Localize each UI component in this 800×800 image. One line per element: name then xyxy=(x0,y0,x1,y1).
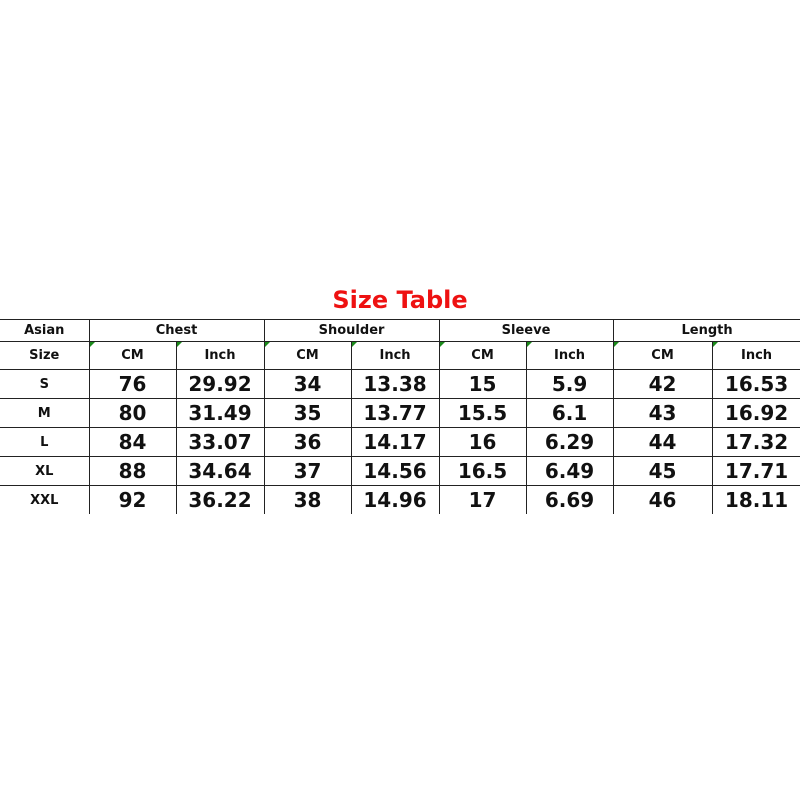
value-cell: 46 xyxy=(612,485,713,514)
value-cell: 37 xyxy=(263,456,352,486)
unit-label: Inch xyxy=(741,348,773,363)
table-row: L 84 33.07 36 14.17 16 6.29 44 17.32 xyxy=(0,427,800,457)
value-cell: 16.53 xyxy=(711,369,800,399)
value-cell: 15 xyxy=(438,369,527,399)
value-cell: 84 xyxy=(88,427,177,457)
value-cell: 5.9 xyxy=(525,369,614,399)
value-cell: 14.56 xyxy=(350,456,440,486)
value-cell: 34.64 xyxy=(175,456,265,486)
value-cell: 16.92 xyxy=(711,398,800,428)
value-cell: 31.49 xyxy=(175,398,265,428)
value-cell: 17.32 xyxy=(711,427,800,457)
header-row-groups: Asian Chest Shoulder Sleeve Length xyxy=(0,319,800,342)
header-unit-sleeve-inch: Inch xyxy=(525,341,614,370)
value-cell: 76 xyxy=(88,369,177,399)
cell-marker-icon xyxy=(613,342,619,347)
cell-marker-icon xyxy=(351,342,357,347)
value-cell: 6.49 xyxy=(525,456,614,486)
table-row: M 80 31.49 35 13.77 15.5 6.1 43 16.92 xyxy=(0,398,800,428)
value-cell: 18.11 xyxy=(711,485,800,514)
header-unit-chest-inch: Inch xyxy=(175,341,265,370)
cell-marker-icon xyxy=(264,342,270,347)
value-cell: 38 xyxy=(263,485,352,514)
value-cell: 34 xyxy=(263,369,352,399)
header-row-units: Size CM Inch CM Inch CM Inch CM Inch xyxy=(0,341,800,370)
value-cell: 13.77 xyxy=(350,398,440,428)
size-cell: XL xyxy=(0,456,90,486)
value-cell: 6.29 xyxy=(525,427,614,457)
header-unit-sleeve-cm: CM xyxy=(438,341,527,370)
value-cell: 80 xyxy=(88,398,177,428)
value-cell: 42 xyxy=(612,369,713,399)
value-cell: 35 xyxy=(263,398,352,428)
value-cell: 36 xyxy=(263,427,352,457)
cell-marker-icon xyxy=(439,342,445,347)
page-title: Size Table xyxy=(332,286,468,314)
unit-label: Inch xyxy=(554,348,586,363)
size-cell: M xyxy=(0,398,90,428)
size-cell: XXL xyxy=(0,485,90,514)
table-row: S 76 29.92 34 13.38 15 5.9 42 16.53 xyxy=(0,369,800,399)
unit-label: Inch xyxy=(379,348,411,363)
cell-marker-icon xyxy=(89,342,95,347)
size-cell: S xyxy=(0,369,90,399)
header-size: Size xyxy=(0,341,90,370)
header-unit-shoulder-cm: CM xyxy=(263,341,352,370)
header-unit-length-cm: CM xyxy=(612,341,713,370)
cell-marker-icon xyxy=(526,342,532,347)
value-cell: 13.38 xyxy=(350,369,440,399)
header-unit-shoulder-inch: Inch xyxy=(350,341,440,370)
header-asian: Asian xyxy=(0,319,90,342)
cell-marker-icon xyxy=(712,342,718,347)
value-cell: 6.1 xyxy=(525,398,614,428)
unit-label: CM xyxy=(121,348,144,363)
header-shoulder: Shoulder xyxy=(263,319,440,342)
header-unit-chest-cm: CM xyxy=(88,341,177,370)
value-cell: 6.69 xyxy=(525,485,614,514)
value-cell: 29.92 xyxy=(175,369,265,399)
table-row: XL 88 34.64 37 14.56 16.5 6.49 45 17.71 xyxy=(0,456,800,486)
header-sleeve: Sleeve xyxy=(438,319,614,342)
cell-marker-icon xyxy=(176,342,182,347)
value-cell: 88 xyxy=(88,456,177,486)
value-cell: 16 xyxy=(438,427,527,457)
table-row: XXL 92 36.22 38 14.96 17 6.69 46 18.11 xyxy=(0,485,800,514)
value-cell: 17 xyxy=(438,485,527,514)
header-chest: Chest xyxy=(88,319,265,342)
unit-label: CM xyxy=(471,348,494,363)
value-cell: 14.96 xyxy=(350,485,440,514)
value-cell: 43 xyxy=(612,398,713,428)
value-cell: 45 xyxy=(612,456,713,486)
value-cell: 15.5 xyxy=(438,398,527,428)
header-unit-length-inch: Inch xyxy=(711,341,800,370)
value-cell: 44 xyxy=(612,427,713,457)
header-length: Length xyxy=(612,319,800,342)
size-table: Asian Chest Shoulder Sleeve Length Size … xyxy=(0,319,800,514)
value-cell: 36.22 xyxy=(175,485,265,514)
unit-label: Inch xyxy=(204,348,236,363)
unit-label: CM xyxy=(296,348,319,363)
unit-label: CM xyxy=(651,348,674,363)
value-cell: 14.17 xyxy=(350,427,440,457)
value-cell: 17.71 xyxy=(711,456,800,486)
value-cell: 16.5 xyxy=(438,456,527,486)
value-cell: 33.07 xyxy=(175,427,265,457)
value-cell: 92 xyxy=(88,485,177,514)
size-cell: L xyxy=(0,427,90,457)
